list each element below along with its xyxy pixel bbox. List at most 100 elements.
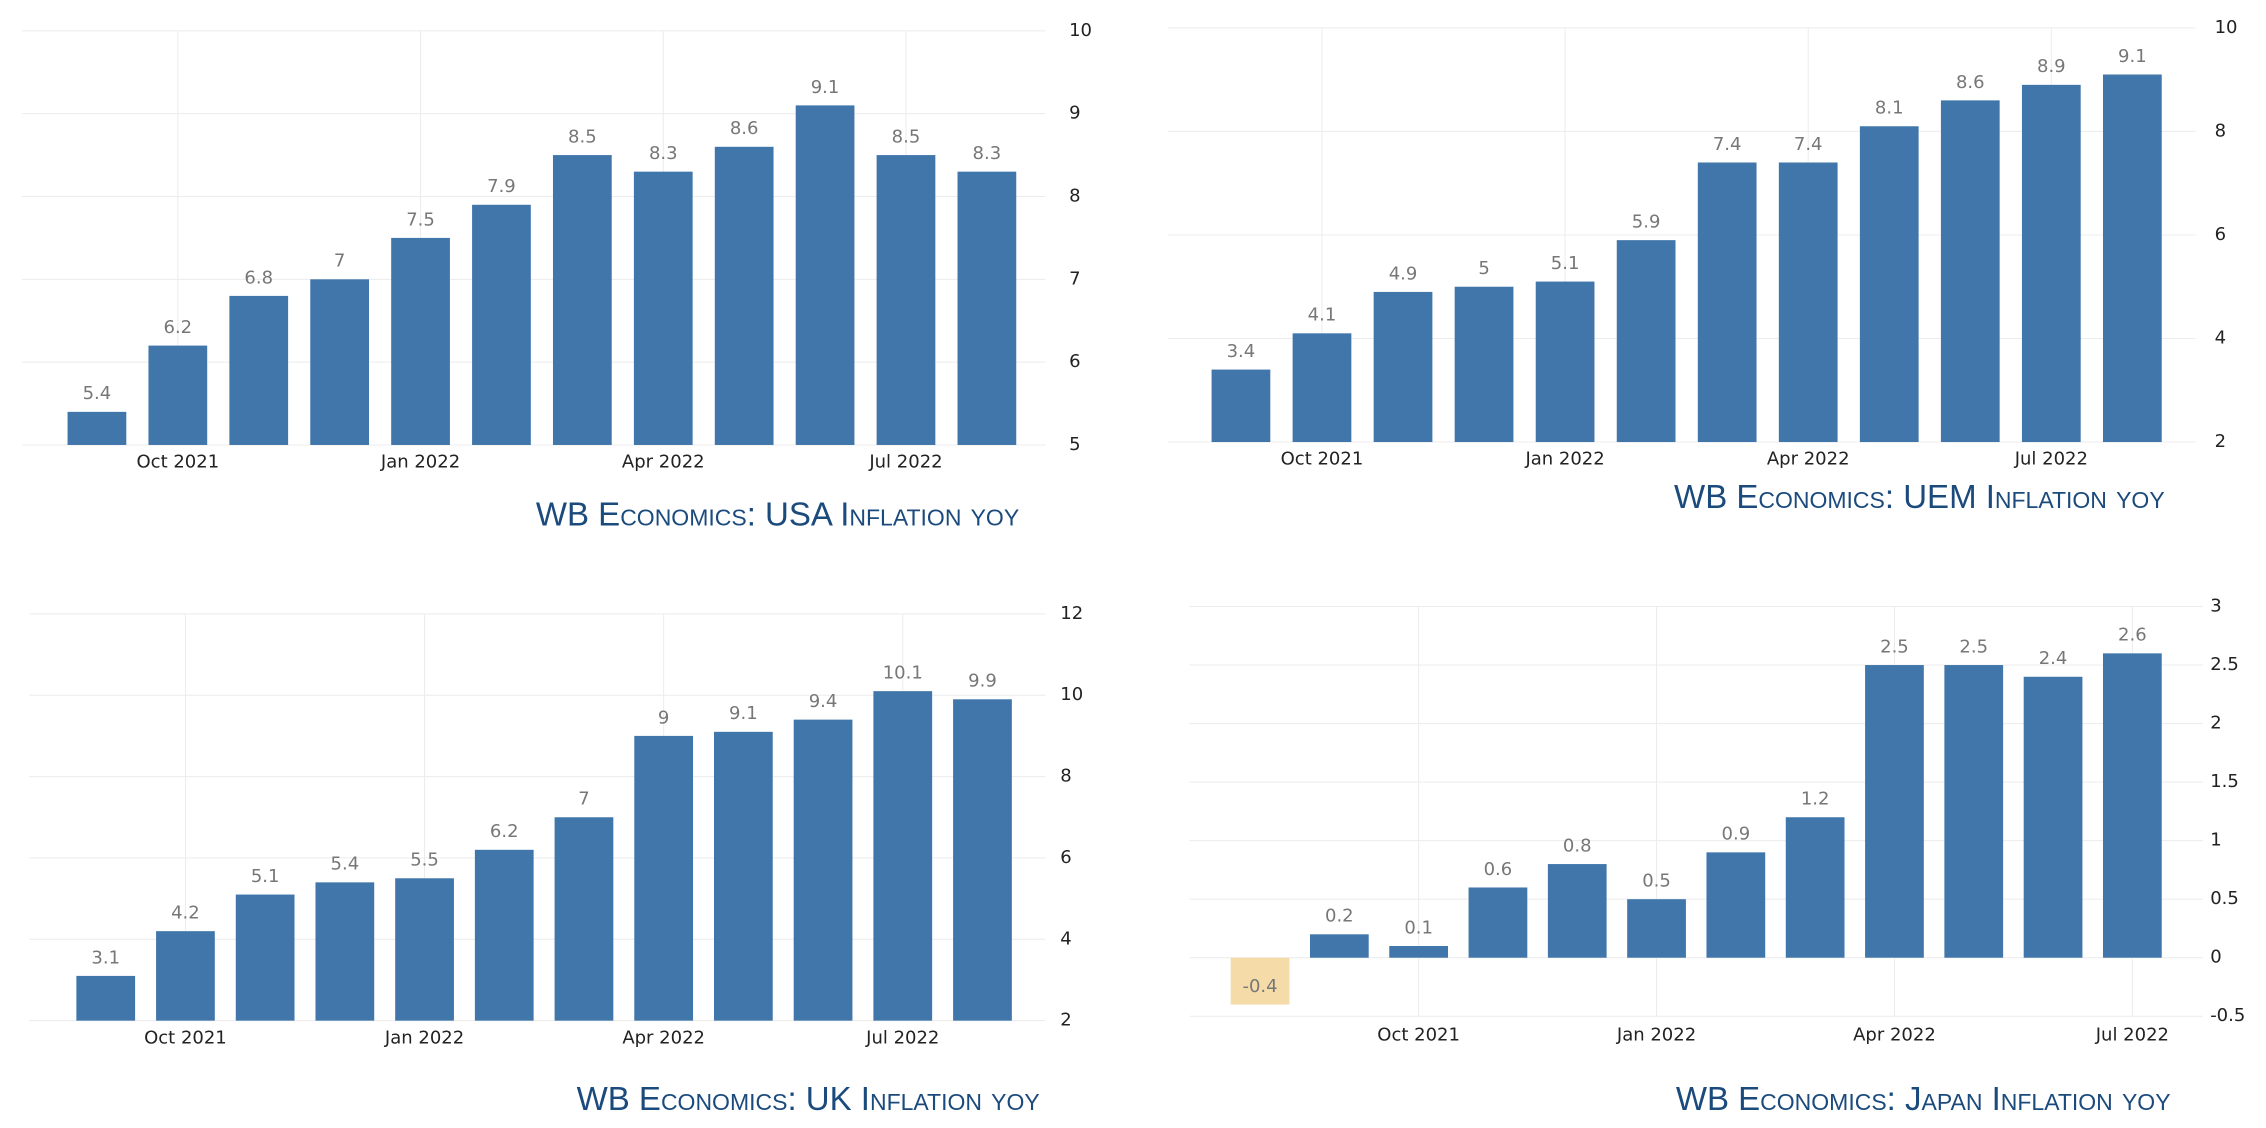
- bar: [1309, 934, 1369, 958]
- bar: [229, 295, 289, 445]
- x-tick-label: Oct 2021: [1281, 449, 1364, 470]
- value-label: 5: [1478, 258, 1489, 279]
- bar: [472, 204, 531, 445]
- y-tick-label: 1: [2210, 830, 2221, 851]
- bar: [1697, 162, 1757, 443]
- bar: [1940, 100, 2000, 443]
- bar: [148, 345, 208, 445]
- value-label: 8.5: [568, 126, 597, 147]
- value-label: 2.6: [2118, 625, 2147, 646]
- y-tick-label: 2: [2210, 713, 2221, 734]
- value-label: 5.5: [410, 850, 439, 871]
- bar: [554, 817, 614, 1021]
- y-tick-label: 10: [1069, 20, 1092, 41]
- value-label: -0.4: [1242, 976, 1277, 997]
- y-tick-label: 4: [2215, 328, 2226, 349]
- y-tick-label: 9: [1069, 103, 1080, 124]
- y-tick-label: 12: [1060, 603, 1083, 624]
- chart-title: WB Economics: UEM Inflation yoy: [1674, 478, 2165, 515]
- x-tick-label: Jan 2022: [1524, 449, 1604, 470]
- x-tick-label: Apr 2022: [622, 1027, 705, 1048]
- bar: [395, 878, 454, 1021]
- value-label: 0.2: [1325, 906, 1354, 927]
- bar: [1865, 665, 1924, 958]
- y-tick-label: 0: [2210, 947, 2221, 968]
- value-label: 7: [334, 251, 345, 272]
- value-label: 1.2: [1801, 789, 1830, 810]
- value-label: 5.4: [331, 854, 360, 875]
- bar: [1373, 291, 1433, 443]
- value-label: 0.5: [1642, 871, 1671, 892]
- value-label: 4.2: [171, 903, 200, 924]
- bar: [310, 279, 370, 445]
- value-label: 9.1: [729, 703, 758, 724]
- value-label: 8.3: [649, 143, 678, 164]
- y-tick-label: 0.5: [2210, 888, 2239, 909]
- value-label: 2.5: [1959, 636, 1988, 657]
- bar: [474, 849, 534, 1021]
- x-tick-label: Oct 2021: [137, 452, 220, 473]
- value-label: 9.1: [2118, 46, 2147, 67]
- chart-title: WB Economics: Japan Inflation yoy: [1676, 1080, 2171, 1117]
- value-label: 5.9: [1632, 212, 1661, 233]
- value-label: 7.9: [487, 176, 516, 197]
- x-tick-label: Jul 2022: [865, 1027, 939, 1048]
- y-tick-label: 2: [2215, 431, 2226, 452]
- x-tick-label: Oct 2021: [144, 1027, 227, 1048]
- value-label: 6.2: [490, 821, 519, 842]
- y-tick-label: 2.5: [2210, 654, 2239, 675]
- chart-title: WB Economics: UK Inflation yoy: [577, 1080, 1040, 1117]
- value-label: 0.8: [1563, 835, 1592, 856]
- y-tick-label: 3: [2210, 596, 2221, 617]
- bar: [1627, 899, 1686, 958]
- value-label: 0.1: [1404, 917, 1433, 938]
- value-label: 2.5: [1880, 636, 1909, 657]
- value-label: 3.4: [1227, 341, 1256, 362]
- bar: [1547, 864, 1607, 958]
- bar: [1468, 887, 1528, 958]
- bar: [876, 155, 936, 445]
- bar: [1859, 126, 1919, 443]
- value-label: 0.9: [1722, 824, 1751, 845]
- bar: [1944, 665, 2004, 958]
- y-tick-label: 7: [1069, 268, 1080, 289]
- value-label: 9.1: [811, 77, 840, 98]
- value-label: 5.4: [83, 383, 112, 404]
- y-tick-label: 1.5: [2210, 771, 2239, 792]
- value-label: 5.1: [251, 866, 280, 887]
- bar: [1535, 281, 1595, 443]
- bar: [315, 882, 375, 1021]
- chart-title: WB Economics: USA Inflation yoy: [536, 496, 1019, 533]
- bar: [76, 975, 136, 1021]
- bar: [1292, 333, 1352, 443]
- x-tick-label: Apr 2022: [1767, 449, 1850, 470]
- bar: [1389, 946, 1449, 958]
- value-label: 7: [578, 789, 589, 810]
- x-tick-label: Apr 2022: [622, 452, 705, 473]
- bar: [2023, 676, 2083, 958]
- value-label: 10.1: [883, 663, 923, 684]
- bar: [1785, 817, 1845, 958]
- value-label: 6.2: [164, 317, 193, 338]
- bar: [873, 691, 933, 1021]
- value-label: 9.4: [809, 691, 838, 712]
- bar: [391, 237, 450, 445]
- bar: [795, 105, 855, 445]
- value-label: 9.9: [968, 671, 997, 692]
- y-tick-label: 8: [1069, 185, 1080, 206]
- x-tick-label: Apr 2022: [1853, 1024, 1936, 1045]
- x-tick-label: Jan 2022: [1616, 1024, 1696, 1045]
- bar: [713, 731, 773, 1021]
- y-tick-label: 10: [2215, 17, 2238, 38]
- y-tick-label: 2: [1060, 1010, 1071, 1031]
- value-label: 2.4: [2039, 648, 2068, 669]
- x-tick-label: Oct 2021: [1377, 1024, 1460, 1045]
- bar: [1778, 162, 1838, 443]
- y-tick-label: 4: [1060, 928, 1071, 949]
- x-tick-label: Jan 2022: [380, 452, 460, 473]
- bar: [793, 719, 853, 1021]
- y-tick-label: 10: [1060, 684, 1083, 705]
- y-tick-label: 6: [2215, 224, 2226, 245]
- bar: [1454, 286, 1514, 443]
